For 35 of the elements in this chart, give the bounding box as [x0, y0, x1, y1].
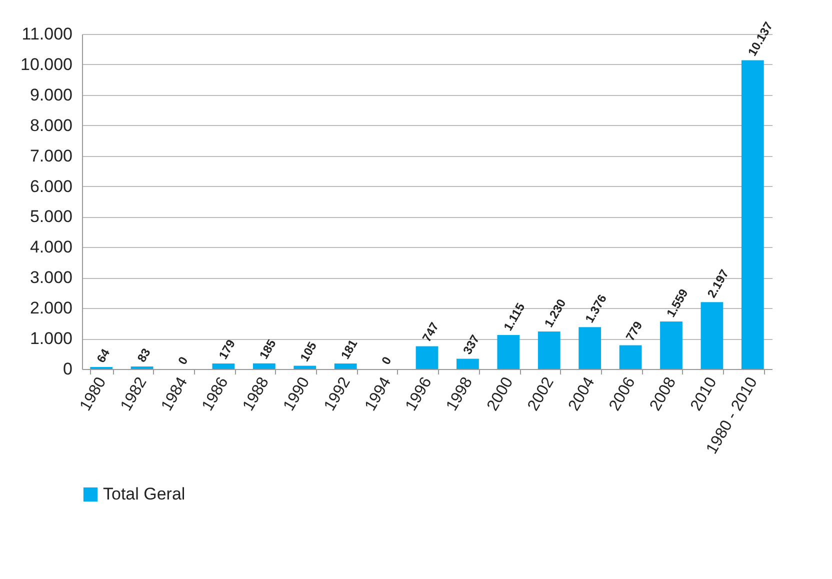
bar: [741, 60, 764, 369]
bar: [130, 366, 154, 369]
bar: [416, 346, 438, 369]
y-tick-label: 10.000: [20, 54, 72, 74]
y-tick-label: 6.000: [30, 176, 72, 196]
bar: [456, 358, 479, 369]
y-tick-label: 0: [63, 360, 72, 378]
y-tick-label: 5.000: [30, 207, 72, 226]
y-tick-label: 8.000: [30, 116, 72, 135]
y-tick-label: 4.000: [30, 238, 72, 257]
bar: [700, 302, 724, 369]
bar: [619, 345, 642, 369]
data-label: 181: [338, 336, 360, 362]
legend-label: Total Geral: [103, 484, 186, 504]
y-tick-label: 11.000: [22, 24, 72, 44]
bar: [252, 363, 276, 369]
y-tick-label: 1.000: [30, 329, 72, 348]
bar: [294, 366, 316, 369]
bar: [334, 363, 357, 369]
y-tick-label: 3.000: [30, 268, 72, 288]
data-label: 179: [216, 336, 238, 362]
data-label: 83: [134, 346, 154, 365]
bar: [212, 364, 235, 369]
data-label: 747: [419, 320, 442, 344]
y-tick-label: 7.000: [30, 146, 72, 166]
data-label: 0: [378, 354, 394, 368]
y-tick-label: 9.000: [30, 85, 72, 104]
y-tick-label: 2.000: [30, 298, 72, 318]
bar: [578, 327, 602, 369]
data-label: 779: [623, 318, 646, 344]
data-label: 64: [94, 346, 113, 366]
bar: [538, 332, 560, 369]
data-label: 0: [175, 354, 191, 368]
bar: [660, 322, 682, 369]
bar: [497, 335, 520, 369]
